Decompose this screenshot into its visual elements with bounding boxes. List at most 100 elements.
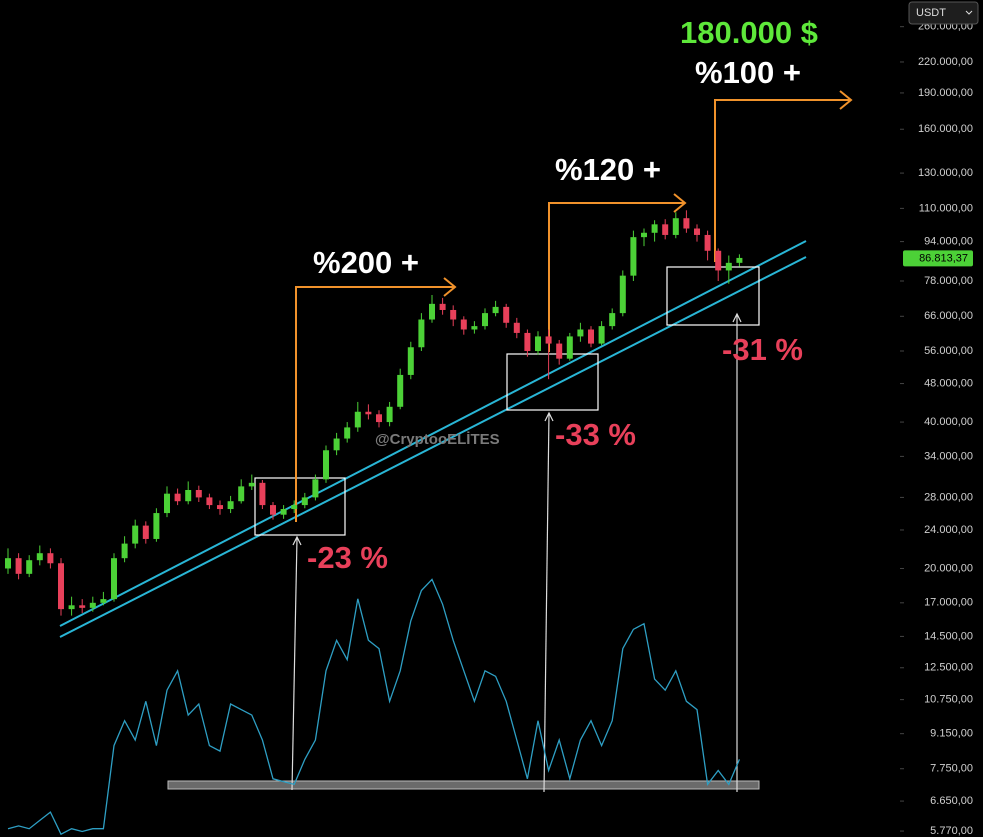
candle-body [227, 501, 234, 510]
candle-body [545, 336, 552, 344]
candle-body [460, 319, 467, 330]
y-tick-label: 5.770,00 [930, 825, 973, 837]
candle-body [715, 250, 722, 271]
gain-label: %120 + [555, 152, 661, 187]
candle-body [662, 224, 669, 235]
candle-body [694, 228, 700, 235]
candle-body [492, 306, 499, 314]
drop-label: -33 % [555, 417, 636, 452]
y-tick-label: 24.000,00 [924, 524, 973, 536]
candle-body [725, 262, 732, 271]
y-tick-label: 7.750,00 [930, 763, 973, 775]
candle-body [577, 329, 584, 337]
candle-body [376, 414, 382, 423]
candle-body [524, 332, 531, 351]
candle-body [354, 411, 361, 428]
candle-body [397, 374, 404, 407]
y-tick-label: 12.500,00 [924, 662, 973, 674]
candle-body [588, 329, 594, 344]
select-label[interactable]: USDT [916, 7, 946, 19]
candle-body [291, 505, 298, 510]
candle-body [503, 306, 510, 323]
candle-body [185, 489, 192, 502]
candle-body [89, 602, 96, 608]
candle-body [566, 336, 573, 359]
y-tick-label: 28.000,00 [924, 491, 973, 503]
y-tick-label: 48.000,00 [924, 377, 973, 389]
y-tick-label: 94.000,00 [924, 235, 973, 247]
indicator-line [7, 578, 740, 836]
y-tick-label: 130.000,00 [918, 167, 973, 179]
trend-line [59, 256, 807, 638]
candle-body [482, 313, 488, 327]
candle-body [619, 275, 626, 314]
watermark: @CryptooELİTES [375, 431, 500, 448]
candle-body [153, 513, 160, 539]
candle-body [121, 543, 128, 559]
candle-body [556, 343, 563, 359]
candle-body [248, 482, 255, 487]
marks: 5.770,00 6.650,00 7.750,00 9.150,00 10.750,0… [5, 21, 973, 837]
candle-body [513, 322, 520, 333]
support-band [167, 780, 760, 790]
candle-body [323, 450, 329, 480]
candle-body [164, 493, 170, 514]
candle-body [651, 224, 658, 233]
candle-body [174, 493, 181, 502]
candle-body [418, 319, 425, 348]
candle-body [312, 479, 319, 498]
candle-body [736, 257, 743, 263]
currency-select[interactable]: USDT [908, 1, 979, 25]
y-tick-label: 10.750,00 [924, 694, 973, 706]
y-tick-label: 17.000,00 [924, 597, 973, 609]
drop-label: -31 % [722, 332, 803, 367]
candle-body [195, 489, 202, 498]
y-tick-label: 110.000,00 [919, 202, 973, 214]
y-tick-label: 190.000,00 [918, 87, 973, 99]
y-tick-label: 78.000,00 [924, 275, 973, 287]
y-tick-label: 34.000,00 [924, 450, 973, 462]
last-price-marker [903, 250, 973, 267]
target-label: 180.000 $ [680, 15, 818, 50]
candle-body [407, 347, 414, 375]
candle-body [672, 218, 679, 235]
candle-body [344, 427, 351, 439]
candle-body [15, 558, 22, 574]
candle-body [68, 605, 75, 610]
candle-body [58, 563, 64, 610]
candle-body [450, 309, 457, 320]
candle-body [132, 525, 139, 544]
white-arrows [291, 312, 742, 793]
highlight-box [666, 266, 760, 326]
candle-body [280, 509, 287, 515]
y-tick-label: 56.000,00 [924, 345, 973, 357]
candle-body [365, 411, 372, 415]
highlight-box [506, 353, 599, 411]
y-tick-label: 66.000,00 [924, 310, 973, 322]
y-tick-label: 40.000,00 [924, 416, 973, 428]
candle-body [535, 336, 541, 351]
candle-body [270, 505, 276, 515]
candle-body [47, 553, 54, 564]
y-tick-label: 6.650,00 [930, 795, 973, 807]
candle-body [704, 234, 711, 251]
candle-body [238, 486, 245, 502]
y-tick-label: 160.000,00 [918, 123, 973, 135]
candle-body [630, 237, 637, 276]
candle-body [609, 313, 616, 327]
candle-body [217, 505, 223, 510]
chevron [965, 10, 973, 15]
select-box[interactable] [908, 1, 979, 25]
candle-body [429, 303, 435, 320]
y-tick-label: 9.150,00 [930, 728, 973, 740]
candle-body [5, 558, 11, 569]
y-tick-label: 14.500,00 [924, 630, 973, 642]
y-tick-label: 20.000,00 [924, 562, 973, 574]
candle-body [683, 218, 690, 229]
candle-body [206, 497, 213, 506]
candle-body [333, 438, 340, 451]
drop-label: -23 % [307, 540, 388, 575]
gain-label: %100 + [695, 55, 801, 90]
candle-body [598, 326, 605, 344]
